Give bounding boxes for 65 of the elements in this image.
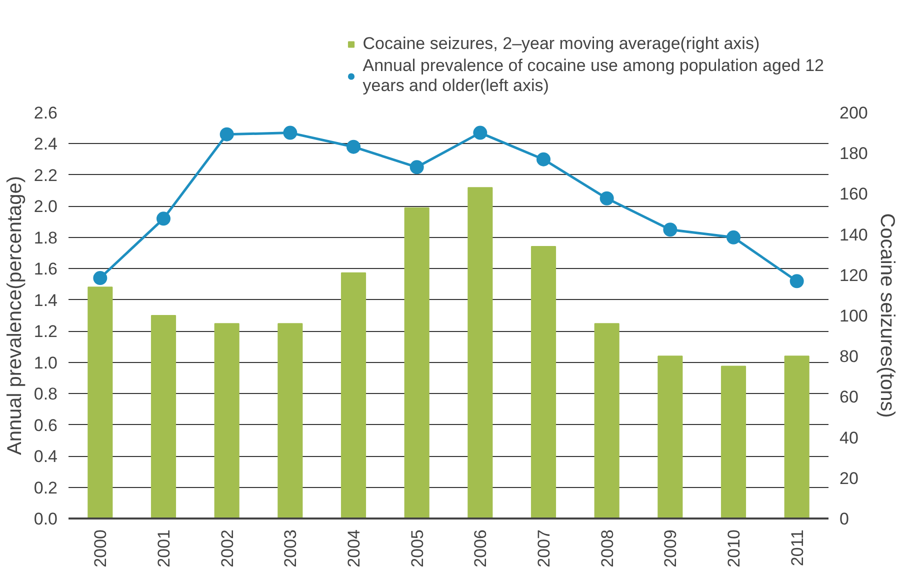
- x-tick-label: 2003: [281, 529, 300, 568]
- bar: [658, 356, 683, 518]
- point: [93, 271, 108, 286]
- y-tick-label: 2.6: [34, 104, 58, 122]
- y2-tick-label: 60: [840, 388, 858, 407]
- x-tick-label: 2009: [661, 529, 680, 568]
- y-tick-label: 2.2: [34, 166, 58, 185]
- x-tick-label: 2006: [471, 529, 490, 568]
- y2-tick-label: 120: [840, 266, 868, 285]
- point: [410, 160, 424, 174]
- y2-tick-label: 0: [840, 510, 849, 528]
- y-tick-label: 0.6: [34, 416, 58, 435]
- bar: [404, 207, 430, 518]
- bar: [340, 272, 366, 518]
- bar: [594, 323, 620, 518]
- point: [283, 126, 298, 140]
- point: [663, 222, 678, 237]
- legend-label: Annual prevalence of cocaine use among population aged 12 years and older(left axis): [362, 56, 824, 96]
- legend-label: Cocaine seizures, 2–year moving average(right axis): [362, 34, 760, 54]
- y2-tick-label: 20: [840, 468, 858, 488]
- y-tick-label: 1.2: [34, 322, 58, 342]
- x-tick-label: 2007: [534, 529, 554, 568]
- point: [726, 230, 740, 244]
- y-tick-label: 1.8: [34, 228, 58, 248]
- x-tick-label: 2002: [218, 529, 237, 568]
- y-tick-label: 2.4: [34, 134, 58, 154]
- point: [220, 127, 234, 142]
- x-tick-label: 2001: [154, 529, 174, 568]
- x-tick-label: 2000: [91, 529, 110, 568]
- point: [473, 126, 488, 140]
- x-tick-label: 2008: [598, 529, 617, 568]
- bar: [530, 246, 556, 518]
- y2-axis-title: Cocaine seizures(tons): [876, 213, 898, 418]
- bar: [214, 323, 240, 518]
- x-tick-label: 2011: [788, 529, 807, 566]
- point: [156, 212, 170, 226]
- point: [346, 140, 360, 154]
- point: [790, 274, 804, 288]
- y-tick-label: 0.8: [34, 384, 58, 404]
- y-axis-title: Annual prevalence(percentage): [4, 176, 26, 456]
- y-tick-label: 0.2: [34, 478, 58, 498]
- bar: [720, 366, 746, 518]
- y-tick-label: 1.4: [34, 290, 58, 310]
- y2-tick-label: 140: [840, 225, 868, 244]
- bar: [88, 286, 113, 518]
- y-tick-label: 1.0: [34, 353, 58, 372]
- bar: [468, 187, 493, 518]
- bar: [784, 356, 810, 518]
- y2-tick-label: 200: [840, 104, 868, 122]
- y-tick-label: 2.0: [34, 197, 58, 216]
- x-tick-label: 2005: [408, 529, 427, 568]
- bar: [150, 315, 176, 518]
- y2-tick-label: 180: [840, 144, 868, 164]
- y-tick-label: 0.4: [34, 447, 58, 466]
- bar: [278, 323, 303, 518]
- y-tick-label: 1.6: [34, 260, 58, 279]
- x-tick-label: 2004: [344, 529, 364, 568]
- x-tick-label: 2010: [724, 529, 744, 568]
- y2-tick-label: 100: [840, 306, 868, 326]
- y2-tick-label: 40: [840, 428, 858, 448]
- y-tick-label: 0.0: [34, 510, 58, 528]
- y2-tick-label: 80: [840, 347, 858, 366]
- point: [600, 191, 614, 206]
- y2-tick-label: 160: [840, 184, 868, 204]
- point: [536, 152, 550, 166]
